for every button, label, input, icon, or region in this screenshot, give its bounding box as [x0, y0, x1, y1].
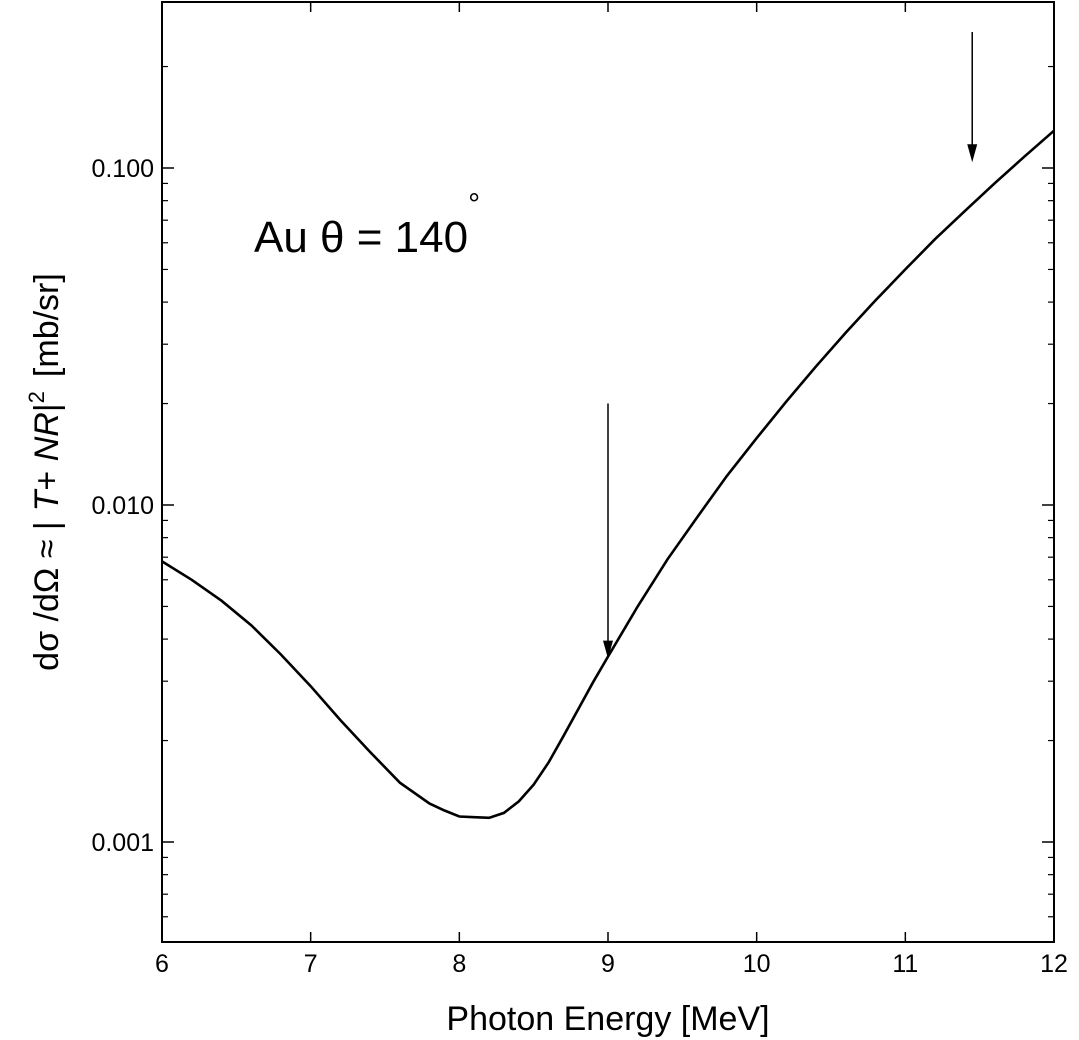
- y-ticks: 0.001 0.010 0.100: [91, 155, 1054, 857]
- y-axis-title: dσ /dΩ ≈ | T+ NR|2 [mb/sr]: [24, 273, 66, 671]
- y-tick-label: 0.001: [91, 829, 154, 857]
- annotation-degree-sign: °: [468, 188, 480, 221]
- annotation-label-text: Au θ = 140: [254, 213, 468, 262]
- x-axis-title: Photon Energy [MeV]: [446, 1000, 769, 1038]
- y-axis-title-units: [mb/sr]: [28, 273, 66, 377]
- arrow-head: [603, 640, 613, 659]
- x-tick-label: 11: [892, 950, 918, 978]
- x-ticks: 6 7 8 9 10 11 12: [155, 2, 1068, 978]
- annotation-label: Au θ = 140°: [254, 188, 480, 262]
- y-tick-label: 0.010: [91, 492, 154, 520]
- y-axis-title-suffix: |: [28, 403, 66, 412]
- x-tick-label: 12: [1040, 950, 1068, 978]
- y-axis-title-prefix: dσ /dΩ ≈ |: [28, 521, 66, 671]
- annotation-arrows: [603, 32, 978, 659]
- y-axis-title-italic-1: T: [28, 488, 66, 511]
- x-tick-label: 10: [743, 950, 771, 978]
- y-axis-title-italic-2: NR: [28, 412, 66, 461]
- y-tick-label: 0.100: [91, 155, 154, 183]
- x-tick-label: 6: [155, 950, 169, 978]
- x-tick-label: 9: [601, 950, 615, 978]
- x-tick-label: 7: [304, 950, 318, 978]
- arrow-head: [967, 144, 978, 163]
- y-axis-title-mid: +: [28, 461, 66, 490]
- data-line: [161, 129, 1055, 820]
- x-tick-label: 8: [452, 950, 466, 978]
- plot-frame: [161, 1, 1055, 943]
- y-axis-title-superscript: 2: [24, 391, 49, 403]
